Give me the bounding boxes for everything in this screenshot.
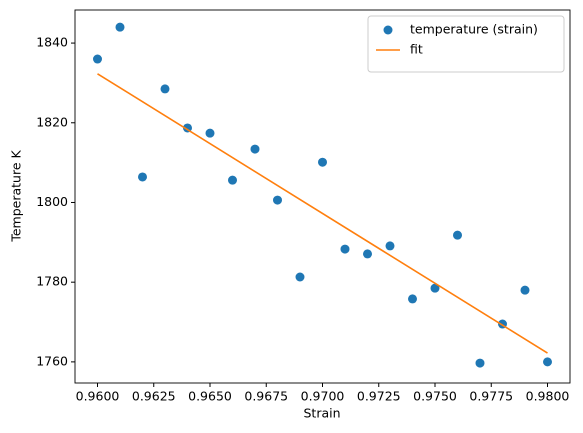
point <box>363 249 372 259</box>
point <box>340 244 350 254</box>
point <box>408 294 417 304</box>
legend-label: temperature (strain) <box>410 22 538 37</box>
plot-frame <box>74 9 571 384</box>
y-tick-label: 1820 <box>36 114 68 129</box>
x-tick-label: 0.9750 <box>413 389 457 404</box>
point <box>475 358 485 368</box>
x-tick-label: 0.9600 <box>76 389 120 404</box>
point <box>93 54 102 64</box>
point <box>250 144 260 154</box>
legend-label: fit <box>410 42 423 57</box>
x-tick-label: 0.9775 <box>469 389 513 404</box>
point <box>520 285 530 295</box>
point <box>115 22 125 32</box>
legend-box <box>367 15 565 73</box>
x-tick-label: 0.9700 <box>301 389 345 404</box>
point <box>453 230 462 240</box>
fit-line <box>97 73 548 354</box>
legend-marker <box>383 25 393 35</box>
x-tick-label: 0.9675 <box>244 389 288 404</box>
point <box>318 157 327 167</box>
point <box>295 272 305 282</box>
point <box>385 241 395 251</box>
x-tick-label: 0.9725 <box>357 389 401 404</box>
y-tick-label: 1760 <box>36 353 68 368</box>
y-axis-label: Temperature K <box>9 150 24 243</box>
x-tick-label: 0.9650 <box>188 389 232 404</box>
x-tick-label: 0.9625 <box>132 389 176 404</box>
y-tick-label: 1840 <box>36 35 68 50</box>
point <box>205 128 215 138</box>
x-tick-label: 0.9800 <box>526 389 570 404</box>
point <box>543 357 552 367</box>
point <box>430 283 440 293</box>
y-tick-label: 1780 <box>36 274 68 289</box>
y-tick-label: 1800 <box>36 194 68 209</box>
point <box>160 84 170 94</box>
point <box>273 195 282 205</box>
point <box>228 175 237 185</box>
x-axis-label: Strain <box>303 406 340 421</box>
point <box>138 172 147 182</box>
